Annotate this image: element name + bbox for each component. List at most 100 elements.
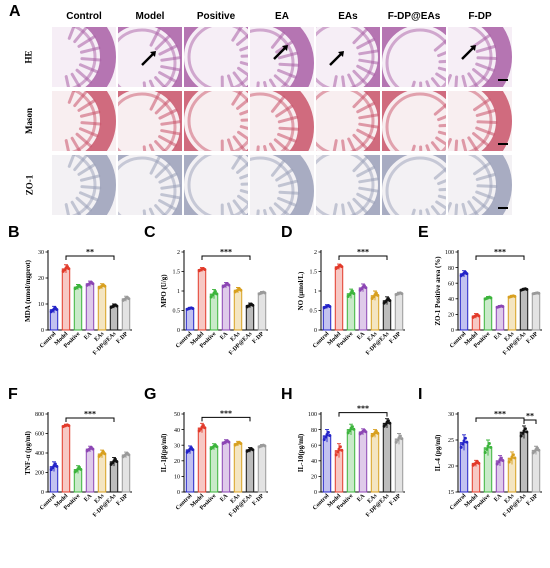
significance-label: *** bbox=[220, 248, 232, 257]
significance-label: *** bbox=[84, 410, 96, 419]
y-axis-label: NO (μmol/L) bbox=[297, 271, 305, 310]
significance-bracket bbox=[338, 412, 388, 417]
chart-svg: NO (μmol/L)00.511.52ControlModelPositive… bbox=[297, 248, 405, 357]
y-tick-label: 50 bbox=[174, 412, 180, 418]
bar-positive bbox=[346, 429, 356, 493]
column-header-control: Control bbox=[66, 11, 102, 22]
panel-letter: D bbox=[281, 224, 293, 241]
micrograph-zo-1-ea bbox=[250, 155, 314, 215]
panel-letter: C bbox=[144, 224, 156, 241]
data-point bbox=[513, 456, 517, 460]
chart-svg: IL-4 (pg/ml)15202530ControlModelPositive… bbox=[434, 410, 542, 519]
data-point bbox=[334, 453, 338, 457]
data-point bbox=[521, 431, 525, 435]
data-point bbox=[326, 430, 330, 434]
data-point bbox=[67, 267, 71, 271]
bar-model bbox=[471, 462, 481, 493]
bar-control bbox=[322, 435, 332, 493]
bar-ea bbox=[221, 441, 231, 493]
error-bar bbox=[486, 439, 490, 456]
chart-svg: TNF-α (pg/ml)0200400600800ControlModelPo… bbox=[24, 410, 132, 519]
bar-f-dp bbox=[531, 292, 541, 331]
data-point bbox=[495, 462, 499, 466]
y-tick-label: 40 bbox=[174, 428, 180, 434]
data-point bbox=[348, 429, 352, 433]
data-point bbox=[463, 436, 467, 440]
chart-panel-g: G IL-1β(pg/ml) 0 10 20 30 40 50 Control Model Posi… bbox=[144, 386, 276, 540]
data-point bbox=[127, 453, 131, 457]
data-point bbox=[477, 314, 481, 318]
chart-svg: MDA (nmol/mgprot)0102030ControlModelPosi… bbox=[24, 248, 132, 357]
bar-f-dp bbox=[121, 454, 131, 493]
bar-f-dp bbox=[394, 293, 404, 331]
x-tick-label: F-DP bbox=[526, 493, 540, 507]
data-point bbox=[511, 453, 515, 457]
bar-positive bbox=[483, 297, 493, 331]
data-point bbox=[251, 303, 255, 307]
data-point bbox=[91, 282, 95, 286]
x-tick-label: F-DP@EAs bbox=[502, 331, 528, 357]
bar-f-dp-eas bbox=[245, 304, 255, 331]
data-point bbox=[364, 430, 368, 434]
y-tick-label: 2 bbox=[177, 250, 180, 256]
micrograph-zo-1-f-dp-eas bbox=[382, 155, 446, 215]
significance-label: *** bbox=[357, 248, 369, 257]
y-tick-label: 0 bbox=[177, 490, 180, 496]
data-point bbox=[525, 430, 529, 434]
y-tick-label: 1 bbox=[177, 289, 180, 295]
y-tick-label: 60 bbox=[448, 281, 454, 287]
x-tick-label: EA bbox=[83, 493, 94, 504]
data-point bbox=[461, 442, 465, 446]
y-axis-label: MDA (nmol/mgprot) bbox=[24, 259, 32, 322]
panel-letter: H bbox=[281, 386, 293, 403]
data-point bbox=[227, 440, 231, 444]
data-point bbox=[346, 431, 350, 435]
chart-panel-c: C MPO (U/g) 0 0.5 1 1.5 2 Control Model Positive E… bbox=[144, 224, 276, 378]
data-point bbox=[203, 426, 207, 430]
data-point bbox=[394, 440, 398, 444]
micrograph-he-positive bbox=[184, 27, 248, 87]
data-point bbox=[67, 424, 71, 428]
data-point bbox=[483, 451, 487, 455]
chart-panel-f: F TNF-α (pg/ml) 0 200 400 600 800 Control Model P… bbox=[8, 386, 140, 540]
column-header-eas: EAs bbox=[338, 11, 358, 22]
x-tick-label: F-DP@EAs bbox=[365, 331, 391, 357]
y-tick-label: 30 bbox=[38, 250, 44, 256]
row-header-mason: Mason bbox=[22, 91, 36, 151]
significance-bracket bbox=[475, 255, 525, 260]
data-point bbox=[477, 461, 481, 465]
bar-model bbox=[197, 427, 207, 493]
bar-control bbox=[459, 273, 469, 331]
bar-f-dp-eas bbox=[382, 422, 392, 493]
x-tick-label: F-DP bbox=[252, 331, 266, 345]
data-point bbox=[239, 442, 243, 446]
bar-f-dp bbox=[121, 298, 131, 331]
y-tick-label: 100 bbox=[308, 412, 317, 418]
data-point bbox=[388, 299, 392, 303]
y-tick-label: 20 bbox=[38, 276, 44, 282]
data-point bbox=[350, 289, 354, 293]
data-point bbox=[251, 448, 255, 452]
x-tick-label: F-DP@EAs bbox=[502, 493, 528, 519]
chart-panel-d: D NO (μmol/L) 0 0.5 1 1.5 2 Control Model Positiv… bbox=[281, 224, 413, 378]
significance-label: *** bbox=[357, 404, 369, 413]
y-axis-label: TNF-α (pg/ml) bbox=[24, 430, 32, 474]
bar-eas bbox=[97, 453, 107, 493]
y-tick-label: 10 bbox=[174, 475, 180, 481]
x-tick-label: EA bbox=[493, 331, 504, 342]
y-tick-label: 1.5 bbox=[173, 270, 181, 276]
micrograph-mason-f-dp bbox=[448, 91, 512, 151]
column-header-model: Model bbox=[135, 11, 165, 22]
bar-ea bbox=[221, 284, 231, 331]
y-tick-label: 10 bbox=[38, 302, 44, 308]
data-point bbox=[487, 442, 491, 446]
data-point bbox=[352, 427, 356, 431]
y-tick-label: 200 bbox=[35, 471, 44, 477]
data-point bbox=[519, 434, 523, 438]
error-bar bbox=[462, 434, 466, 451]
data-point bbox=[263, 444, 267, 448]
data-point bbox=[103, 284, 107, 288]
y-tick-label: 20 bbox=[448, 313, 454, 319]
bar-f-dp-eas bbox=[109, 305, 119, 331]
y-tick-label: 15 bbox=[448, 490, 454, 496]
